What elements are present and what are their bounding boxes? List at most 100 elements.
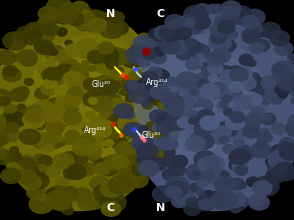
Circle shape: [11, 165, 23, 174]
Circle shape: [250, 26, 266, 38]
Circle shape: [118, 115, 138, 130]
Circle shape: [112, 138, 128, 150]
Circle shape: [177, 117, 191, 128]
Circle shape: [231, 74, 247, 86]
Circle shape: [251, 145, 258, 150]
Circle shape: [22, 175, 41, 190]
Circle shape: [163, 93, 176, 103]
Circle shape: [84, 14, 96, 23]
Circle shape: [59, 88, 69, 95]
Circle shape: [194, 121, 216, 137]
Circle shape: [57, 29, 66, 36]
Circle shape: [135, 157, 151, 169]
Ellipse shape: [191, 93, 212, 117]
Circle shape: [162, 155, 178, 167]
Circle shape: [37, 134, 50, 144]
Circle shape: [158, 101, 169, 110]
Circle shape: [35, 40, 54, 54]
Circle shape: [221, 172, 229, 178]
Circle shape: [167, 19, 185, 33]
Circle shape: [137, 33, 151, 44]
Circle shape: [138, 57, 150, 67]
Text: C: C: [156, 9, 164, 19]
Circle shape: [59, 59, 80, 75]
Circle shape: [178, 110, 192, 121]
Circle shape: [141, 81, 155, 92]
Circle shape: [153, 80, 165, 89]
Circle shape: [70, 86, 82, 95]
Circle shape: [47, 0, 72, 16]
Circle shape: [225, 116, 244, 130]
Circle shape: [164, 106, 181, 118]
Circle shape: [86, 127, 103, 141]
Circle shape: [151, 97, 162, 105]
Circle shape: [84, 151, 91, 156]
Circle shape: [100, 192, 126, 212]
Circle shape: [72, 9, 93, 25]
Circle shape: [88, 104, 111, 120]
Circle shape: [216, 128, 235, 142]
Circle shape: [96, 140, 105, 147]
Circle shape: [88, 78, 107, 91]
Circle shape: [126, 155, 139, 164]
Circle shape: [106, 22, 115, 29]
Circle shape: [0, 122, 9, 137]
Circle shape: [150, 138, 158, 143]
Circle shape: [0, 126, 4, 144]
Circle shape: [274, 157, 281, 162]
Circle shape: [178, 98, 197, 113]
Circle shape: [76, 39, 98, 55]
Circle shape: [60, 105, 77, 117]
Circle shape: [230, 112, 245, 123]
Circle shape: [194, 93, 212, 107]
Circle shape: [53, 192, 69, 205]
Circle shape: [90, 154, 101, 163]
Circle shape: [193, 61, 203, 68]
Circle shape: [91, 52, 107, 64]
Circle shape: [148, 28, 167, 42]
Circle shape: [34, 100, 53, 114]
Circle shape: [58, 51, 66, 57]
Circle shape: [208, 75, 218, 82]
Circle shape: [63, 111, 81, 125]
Circle shape: [65, 130, 80, 141]
Circle shape: [160, 38, 180, 54]
Circle shape: [208, 84, 220, 94]
Circle shape: [92, 111, 101, 118]
Circle shape: [216, 121, 238, 137]
Circle shape: [206, 80, 220, 90]
Circle shape: [190, 88, 199, 95]
Circle shape: [104, 155, 124, 170]
Circle shape: [116, 143, 133, 155]
Circle shape: [167, 98, 186, 112]
Circle shape: [139, 162, 158, 176]
Circle shape: [0, 126, 20, 142]
Circle shape: [102, 96, 113, 104]
Text: Arg⁴¹⁴: Arg⁴¹⁴: [84, 126, 107, 135]
Circle shape: [144, 42, 165, 58]
Circle shape: [229, 149, 250, 164]
Circle shape: [84, 89, 94, 96]
Circle shape: [56, 80, 69, 90]
Circle shape: [203, 160, 216, 170]
Circle shape: [93, 92, 108, 103]
Circle shape: [66, 88, 84, 101]
Circle shape: [141, 47, 154, 57]
Circle shape: [177, 36, 189, 44]
Circle shape: [271, 77, 286, 88]
Circle shape: [177, 77, 196, 92]
Circle shape: [47, 113, 66, 127]
Circle shape: [132, 52, 147, 63]
Circle shape: [69, 65, 88, 79]
Circle shape: [243, 112, 259, 124]
Circle shape: [63, 126, 82, 141]
Circle shape: [26, 109, 44, 123]
Circle shape: [170, 86, 188, 99]
Circle shape: [246, 23, 262, 35]
Circle shape: [270, 31, 290, 46]
Circle shape: [46, 190, 72, 210]
Circle shape: [248, 29, 260, 38]
Circle shape: [51, 105, 61, 113]
Circle shape: [79, 134, 95, 145]
Circle shape: [10, 88, 28, 101]
